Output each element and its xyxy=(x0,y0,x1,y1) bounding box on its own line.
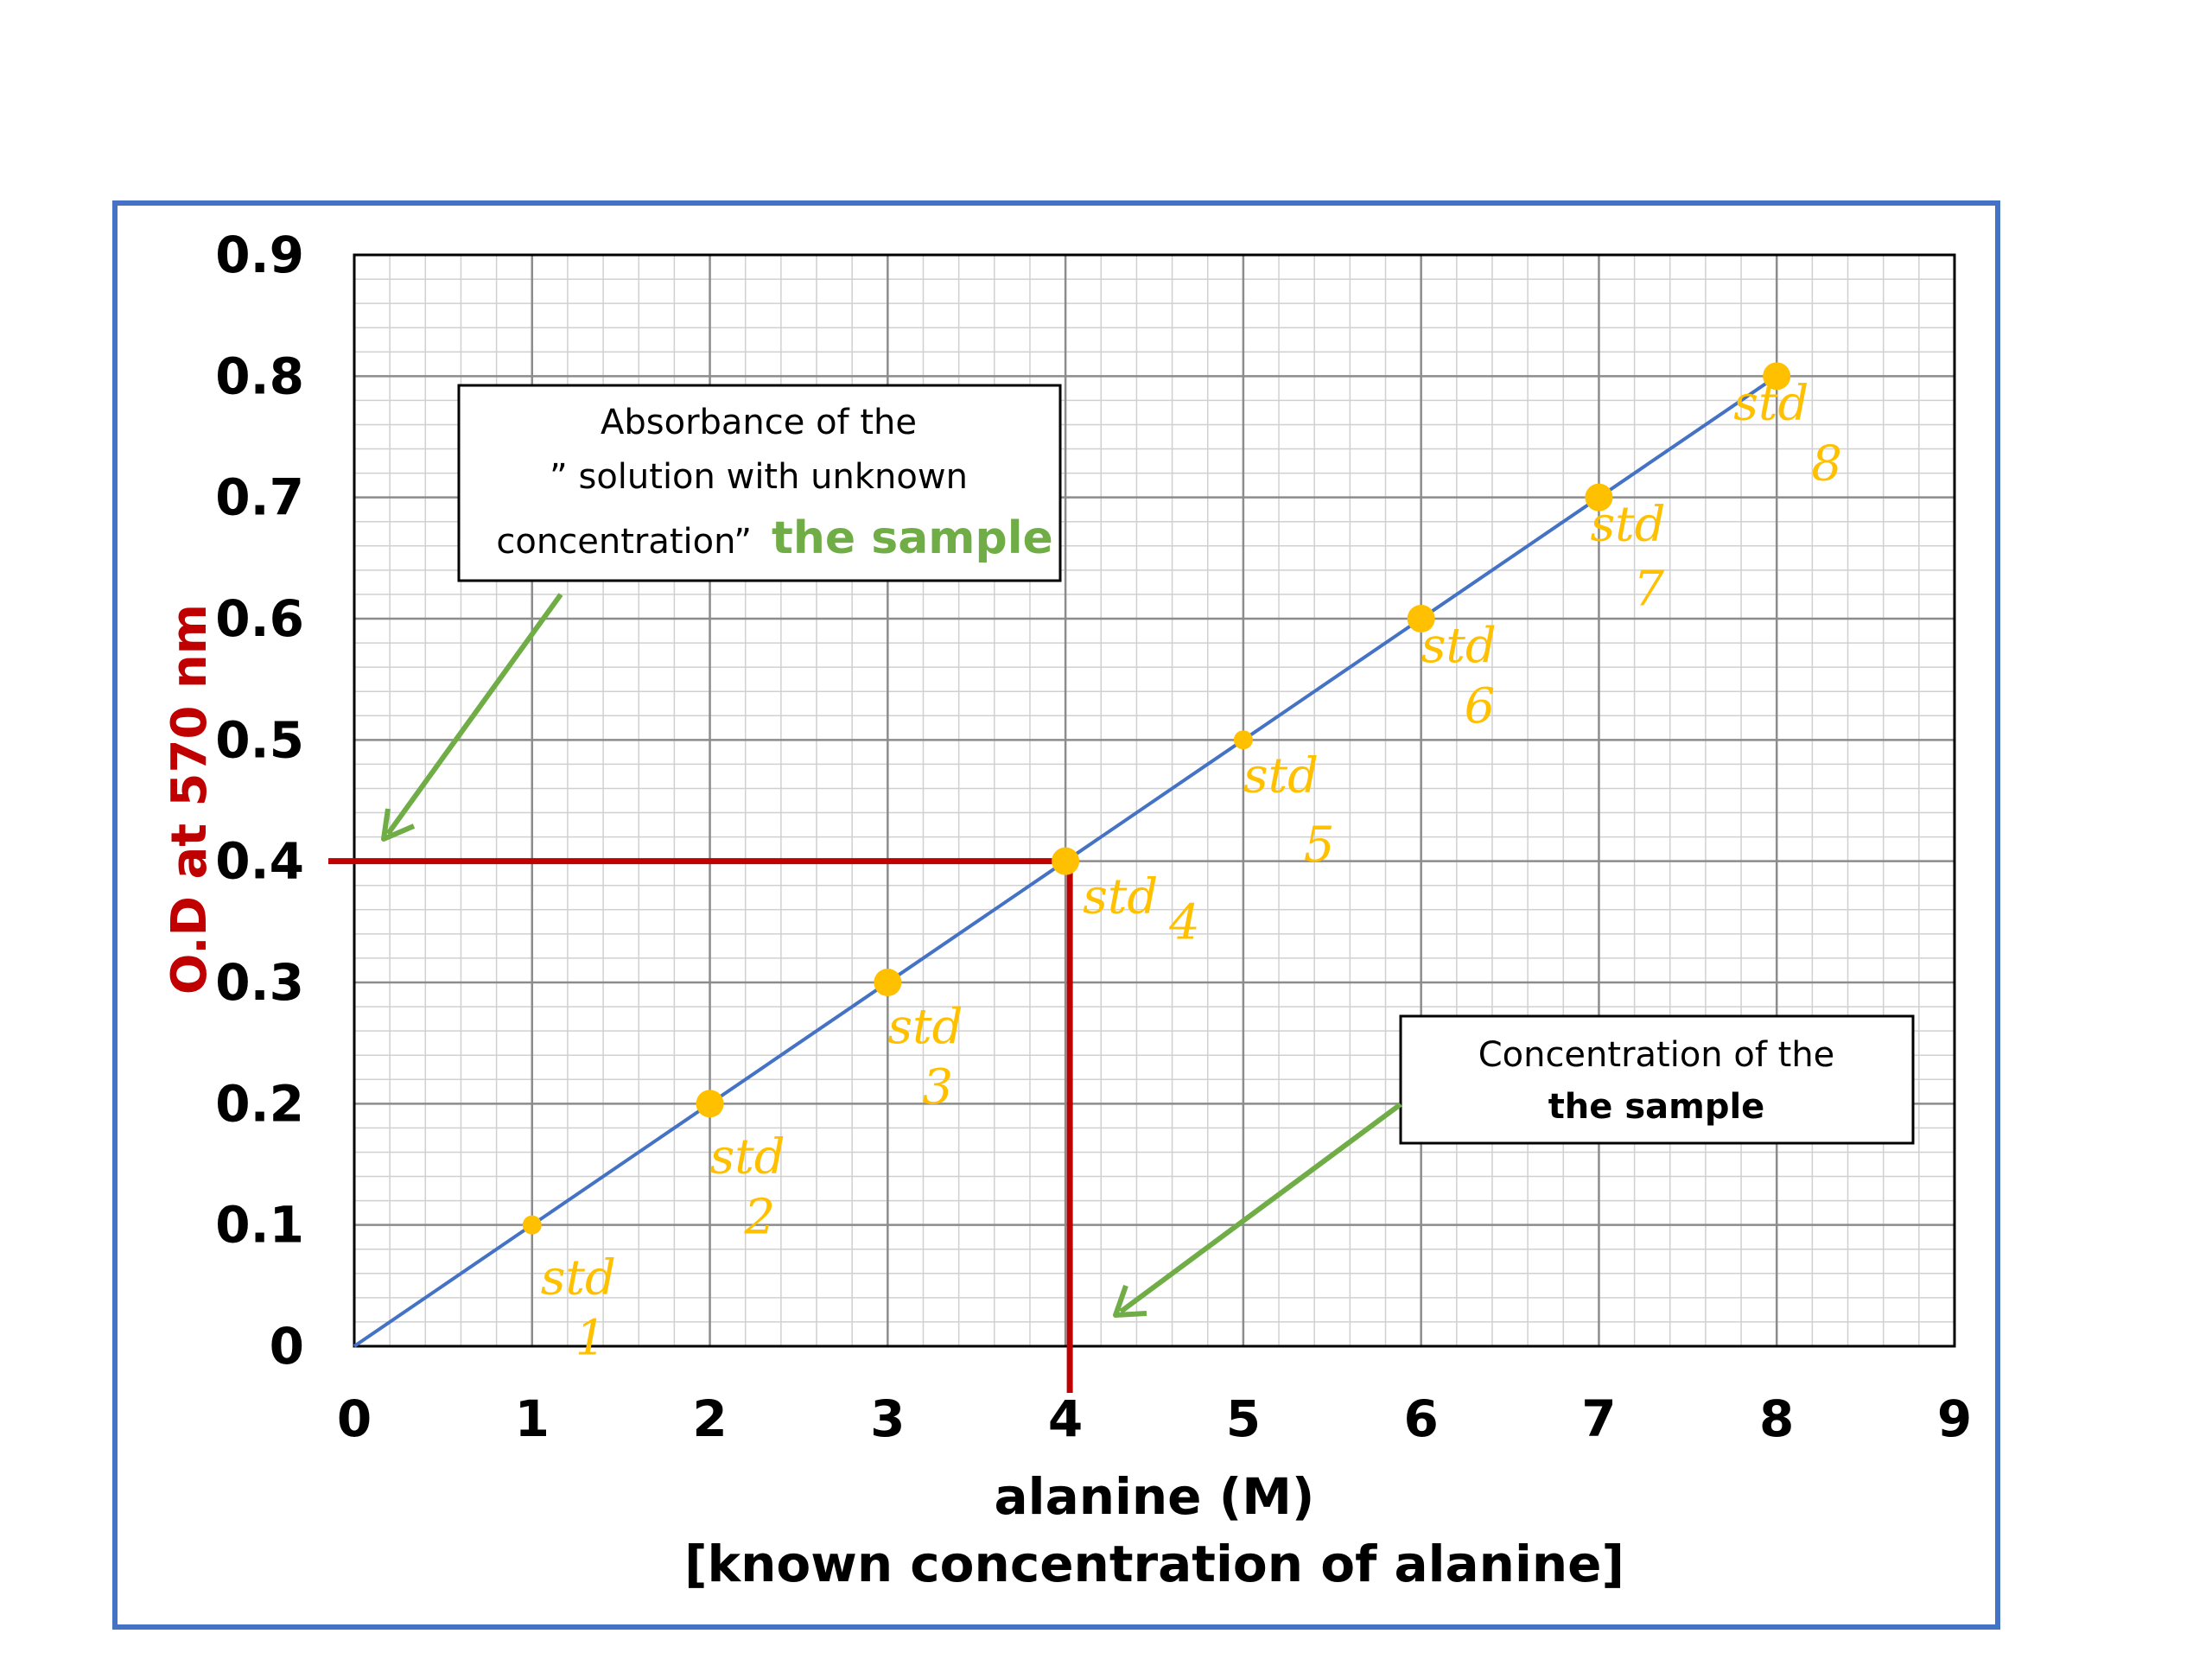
y-tick-label: 0.7 xyxy=(215,468,304,527)
standard-label-number: 2 xyxy=(744,1189,776,1245)
standard-point xyxy=(1052,847,1080,875)
y-tick-label: 0.4 xyxy=(215,832,304,891)
x-tick-label: 3 xyxy=(870,1389,905,1448)
absorbance-arrow xyxy=(385,593,563,836)
y-tick-label: 0 xyxy=(270,1317,304,1376)
standard-label-number: 1 xyxy=(575,1311,607,1367)
standard-point xyxy=(696,1090,724,1118)
standard-label-text: std xyxy=(710,1128,785,1185)
standard-label-number: 6 xyxy=(1465,678,1496,734)
absorbance-callout-box xyxy=(457,384,1062,582)
absorbance-callout-accent: the sample xyxy=(772,512,1053,564)
standard-label-number: 3 xyxy=(922,1059,953,1116)
x-tick-label: 7 xyxy=(1581,1389,1616,1448)
y-tick-label: 0.6 xyxy=(215,589,304,648)
standard-label-number: 4 xyxy=(1168,895,1200,951)
absorbance-arrow-head xyxy=(381,808,416,842)
standard-label-number: 5 xyxy=(1304,817,1335,873)
concentration-callout-accent: the sample xyxy=(1548,1087,1765,1127)
standard-point xyxy=(1233,730,1253,750)
y-tick-label: 0.8 xyxy=(215,346,304,405)
standard-label-text: std xyxy=(1083,869,1158,925)
x-tick-label: 2 xyxy=(692,1389,727,1448)
x-tick-label: 9 xyxy=(1937,1389,1972,1448)
standard-label-text: std xyxy=(1243,747,1319,804)
x-tick-label: 0 xyxy=(337,1389,372,1448)
x-axis-tick-labels: 0 1 2 3 4 5 6 7 8 9 xyxy=(337,1389,1972,1448)
absorbance-callout: Absorbance of the ” solution with unknow… xyxy=(457,384,1062,582)
standard-point xyxy=(1763,362,1791,391)
x-tick-label: 4 xyxy=(1048,1389,1083,1448)
y-axis-title: O.D at 570 nm xyxy=(162,604,218,995)
concentration-arrow xyxy=(1119,1102,1402,1314)
y-tick-label: 0.2 xyxy=(215,1074,304,1133)
standard-point xyxy=(1585,483,1613,512)
y-tick-label: 0.1 xyxy=(215,1196,304,1255)
standard-points xyxy=(522,362,1791,1235)
concentration-arrow-head xyxy=(1113,1285,1147,1318)
absorbance-callout-line3: concentration” xyxy=(496,522,752,562)
x-tick-label: 8 xyxy=(1759,1389,1794,1448)
x-tick-label: 5 xyxy=(1226,1389,1261,1448)
standard-point xyxy=(874,969,902,996)
concentration-callout-box xyxy=(1399,1014,1915,1145)
y-tick-label: 0.3 xyxy=(215,953,304,1012)
y-tick-label: 0.5 xyxy=(215,710,304,769)
x-axis-subtitle: [known concentration of alanine] xyxy=(684,1535,1624,1593)
standard-point xyxy=(1407,605,1435,632)
standard-point xyxy=(522,1215,542,1235)
absorbance-callout-line1: Absorbance of the xyxy=(601,403,917,442)
absorbance-callout-line2: ” solution with unknown xyxy=(550,457,968,497)
standard-label-text: std xyxy=(1590,497,1665,553)
x-tick-label: 6 xyxy=(1403,1389,1438,1448)
x-tick-label: 1 xyxy=(515,1389,550,1448)
standard-label-text: std xyxy=(541,1250,616,1306)
plot-area-border xyxy=(353,253,1956,1348)
x-axis-title: alanine (M) xyxy=(995,1467,1315,1526)
y-axis-tick-labels: 0 0.1 0.2 0.3 0.4 0.5 0.6 0.7 0.8 0.9 xyxy=(215,226,304,1376)
chart-border xyxy=(112,200,2000,1630)
standard-label-text: std xyxy=(887,999,963,1055)
concentration-callout: Concentration of the the sample xyxy=(1399,1014,1915,1145)
concentration-callout-line1: Concentration of the xyxy=(1478,1035,1835,1075)
y-tick-label: 0.9 xyxy=(215,226,304,284)
standard-label-text: std xyxy=(1421,618,1497,674)
standard-label-text: std xyxy=(1733,375,1808,431)
standard-label-number: 7 xyxy=(1633,562,1664,618)
standard-label-number: 8 xyxy=(1811,435,1842,492)
